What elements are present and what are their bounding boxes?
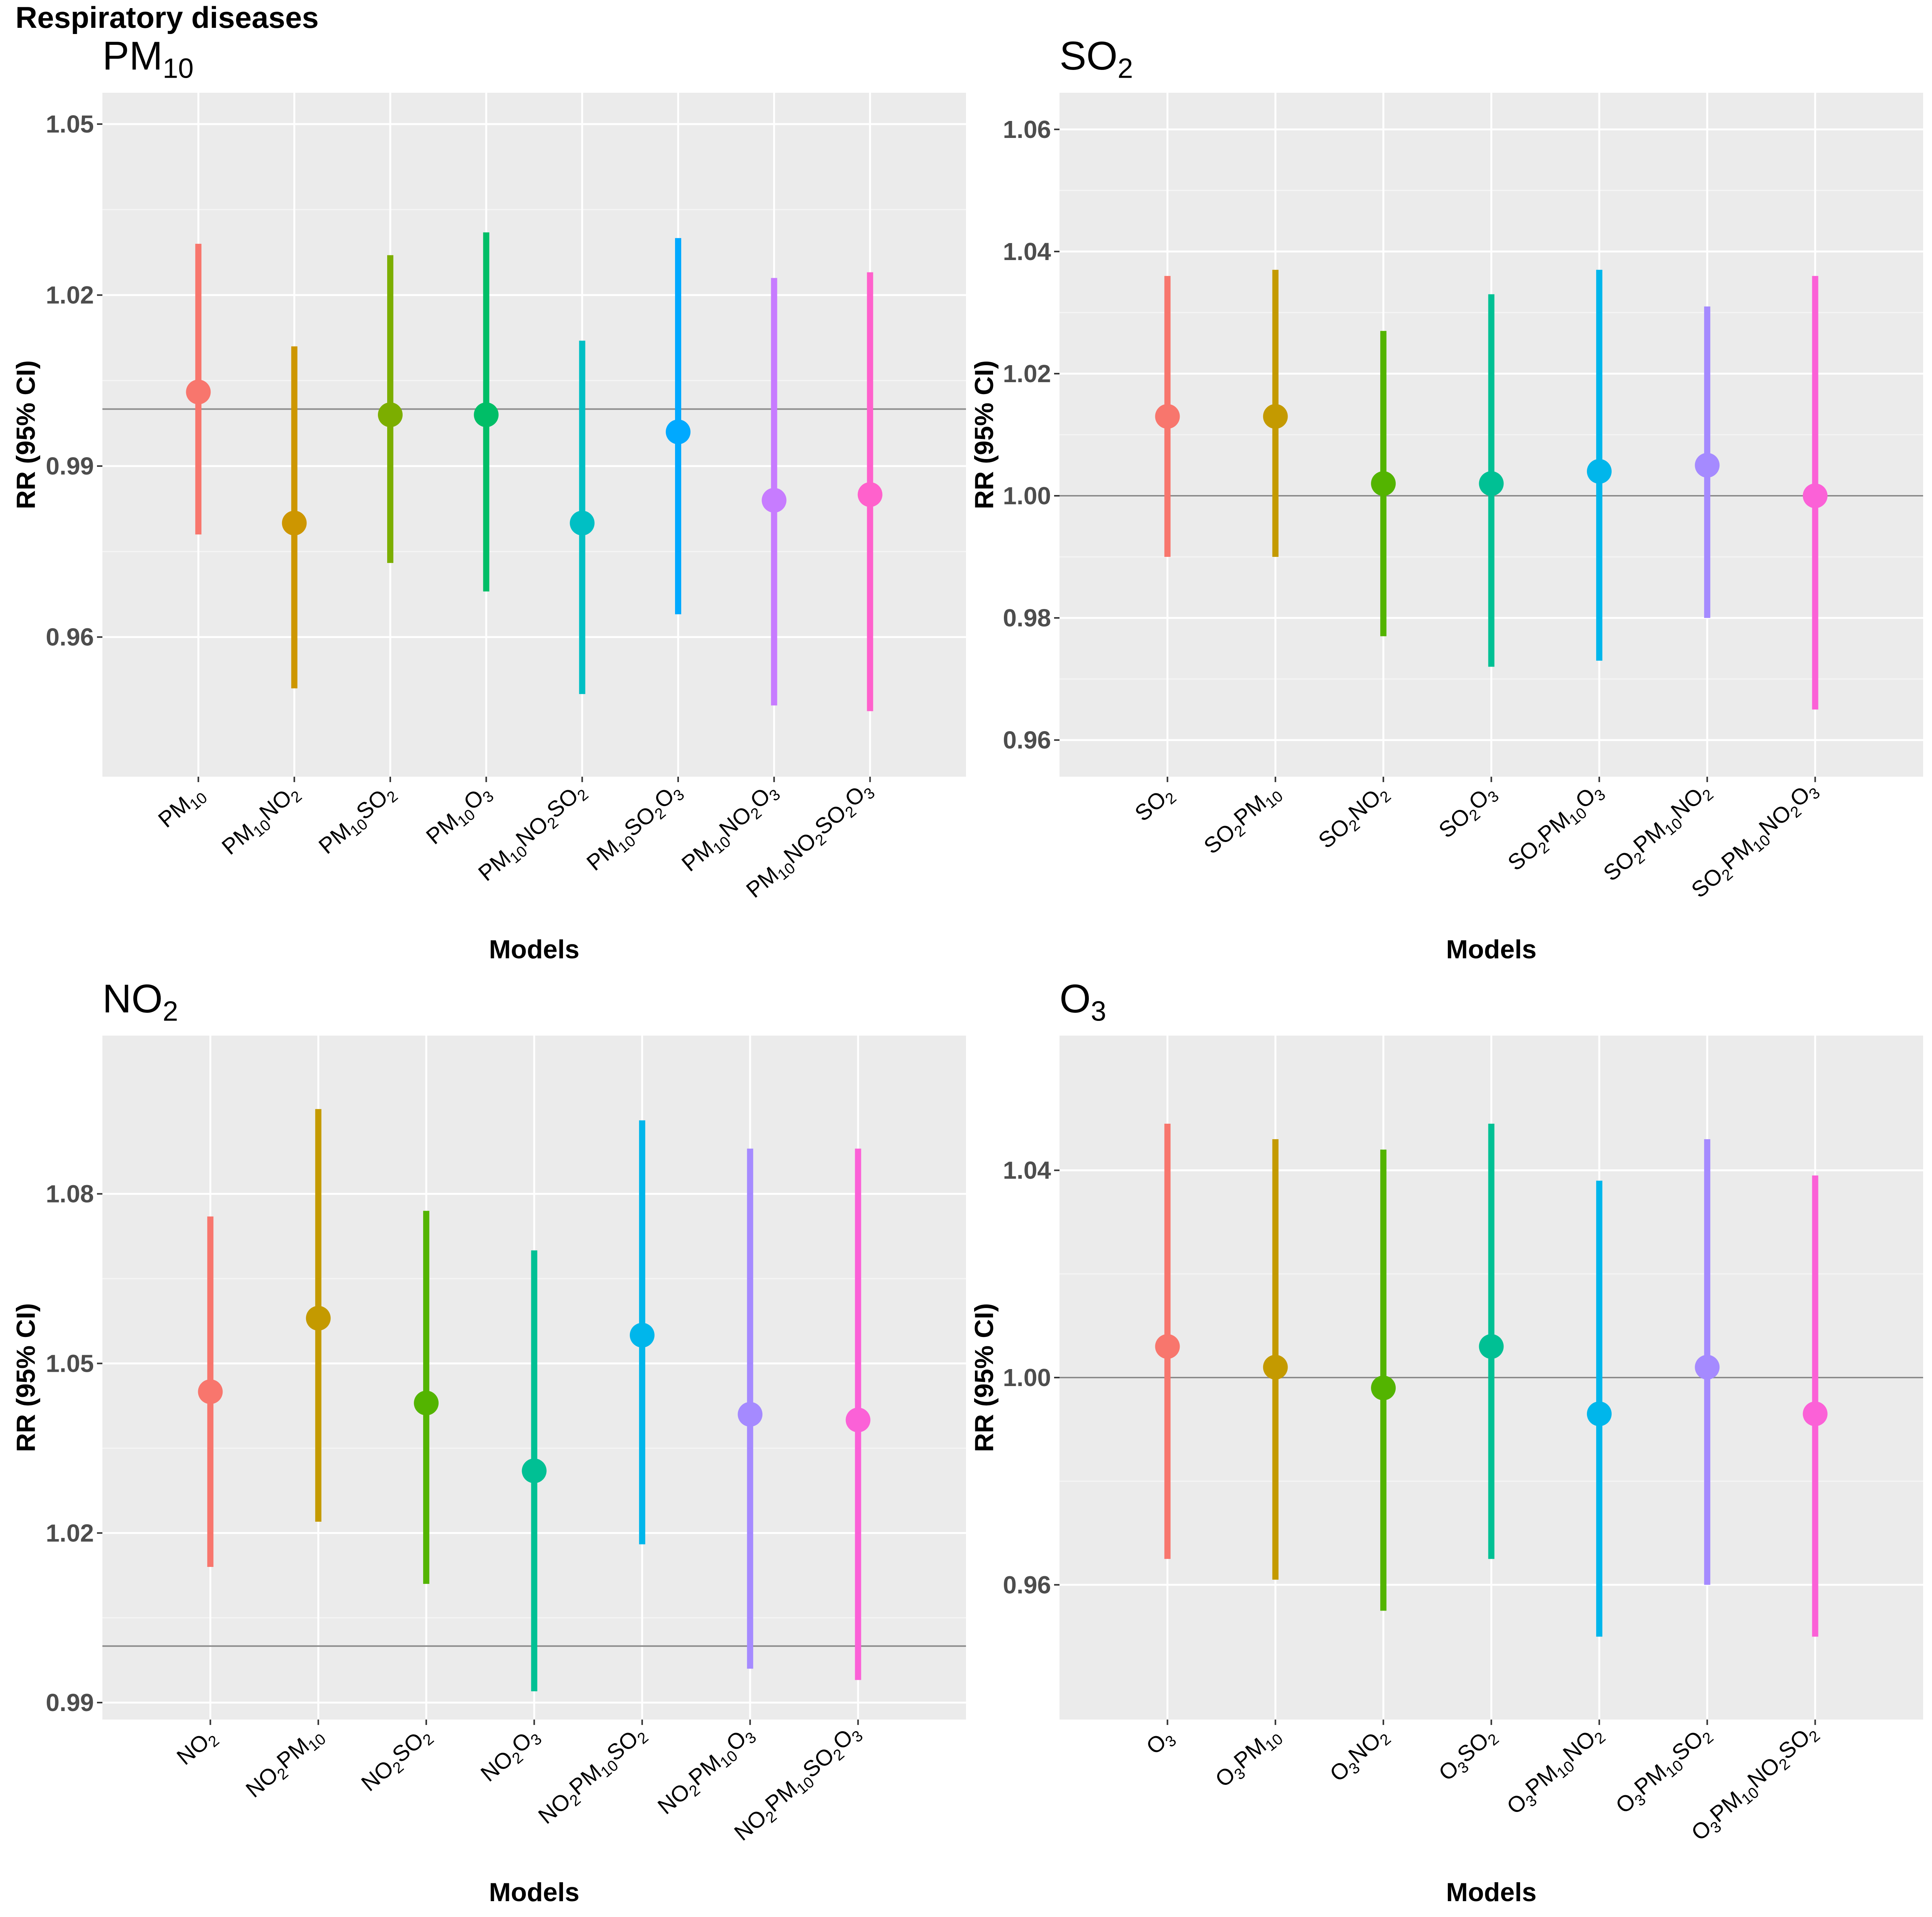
estimate-point-PM10 [186, 379, 211, 405]
x-category-label: SO2PM10 [1198, 779, 1287, 861]
y-axis-title: RR (95% CI) [11, 1303, 41, 1452]
y-tick-label: 1.05 [46, 1349, 94, 1377]
x-category-label: NO2 [172, 1723, 223, 1772]
x-category-label: SO2 [1130, 781, 1180, 828]
x-category-label: O3PM10 [1209, 1722, 1288, 1795]
estimate-point-NO2O3 [522, 1458, 547, 1483]
x-category-label: O3PM10SO2 [1608, 1720, 1719, 1821]
panel-o3: O3 0.96 1.00 1.04 O3 O3PM10 O3NO2 O3SO2 O3PM10NO… [967, 966, 1932, 1909]
x-category-label: PM10 [153, 781, 211, 835]
estimate-point-NO2 [198, 1379, 223, 1404]
estimate-point-SO2NO2 [1371, 471, 1396, 496]
y-tick-label: 1.06 [1003, 116, 1051, 143]
estimate-point-O3PM10NO2SO2 [1803, 1401, 1828, 1426]
y-tick-label: 0.96 [1003, 726, 1051, 754]
estimate-point-PM10NO2SO2O3 [857, 482, 883, 507]
x-category-label: NO2PM10 [240, 1722, 330, 1805]
estimate-point-SO2PM10NO2 [1695, 453, 1720, 478]
chart-so2: SO2 0.96 0.98 1.00 1.02 1.04 1.06 SO2 SO2PM10 SO2… [969, 34, 1923, 964]
plot-background [102, 93, 966, 777]
x-category-label: O3SO2 [1433, 1722, 1503, 1788]
estimate-point-NO2PM10O3 [738, 1402, 763, 1427]
estimate-point-PM10SO2O3 [666, 419, 690, 444]
panel-title: O3 [1060, 976, 1106, 1027]
estimate-point-NO2SO2 [414, 1390, 439, 1415]
y-tick-label: 1.04 [1003, 1157, 1051, 1184]
x-category-label: PM10SO2O3 [579, 777, 690, 878]
estimate-point-SO2PM10NO2O3 [1803, 483, 1828, 509]
chart-pm10: PM100.960.991.021.05PM10PM10NO2PM10SO2PM… [11, 34, 966, 964]
estimate-point-O3PM10 [1263, 1355, 1288, 1380]
y-axis-title: RR (95% CI) [969, 360, 999, 509]
estimate-point-NO2PM10SO2O3 [845, 1407, 871, 1432]
x-axis-title: Models [1446, 1878, 1536, 1907]
y-tick-label: 1.02 [1003, 360, 1051, 388]
estimate-point-PM10SO2 [378, 402, 403, 427]
page-title: Respiratory diseases [15, 0, 319, 34]
y-tick-label: 1.02 [46, 281, 94, 309]
estimate-point-O3PM10NO2 [1587, 1401, 1612, 1426]
x-category-label: SO2NO2 [1312, 779, 1395, 856]
x-category-label: PM10SO2 [313, 779, 402, 861]
x-axis-title: Models [489, 1878, 579, 1907]
y-tick-label: 0.96 [46, 623, 94, 651]
estimate-point-SO2PM10O3 [1587, 459, 1612, 484]
x-category-label: O3NO2 [1324, 1722, 1396, 1789]
estimate-point-SO2 [1155, 404, 1180, 429]
estimate-point-O3PM10SO2 [1695, 1355, 1720, 1380]
y-tick-label: 0.99 [46, 1689, 94, 1716]
chart-no2: NO2 0.99 1.02 1.05 1.08 NO2 NO2PM10 NO2SO2 NO2O3… [11, 976, 966, 1907]
estimate-point-PM10O3 [474, 402, 499, 427]
x-category-label: PM10O3 [420, 779, 498, 852]
estimate-point-SO2O3 [1479, 471, 1504, 496]
x-category-label: NO2O3 [474, 1722, 546, 1789]
x-axis-title: Models [1446, 935, 1536, 964]
panel-title: NO2 [102, 976, 178, 1027]
y-tick-label: 1.05 [46, 110, 94, 138]
panel-so2: SO2 0.96 0.98 1.00 1.02 1.04 1.06 SO2 SO2PM10 SO2… [967, 23, 1932, 966]
y-tick-label: 1.04 [1003, 238, 1051, 265]
x-category-label: NO2SO2 [355, 1722, 438, 1798]
estimate-point-O3NO2 [1371, 1375, 1396, 1400]
x-category-label: SO2PM10O3 [1500, 777, 1611, 878]
y-tick-label: 1.02 [46, 1519, 94, 1547]
x-category-label: NO2PM10SO2 [531, 1720, 655, 1831]
x-category-label: PM10NO2O3 [674, 777, 786, 879]
y-tick-label: 1.08 [46, 1180, 94, 1208]
y-axis-title: RR (95% CI) [969, 1303, 999, 1452]
y-axis-title: RR (95% CI) [11, 360, 41, 509]
estimate-point-PM10NO2O3 [762, 488, 787, 513]
y-tick-label: 1.00 [1003, 1364, 1051, 1391]
panel-no2: NO2 0.99 1.02 1.05 1.08 NO2 NO2PM10 NO2SO2 NO2O3… [0, 966, 967, 1909]
x-category-label: SO2O3 [1433, 779, 1503, 845]
y-tick-label: 1.00 [1003, 482, 1051, 510]
estimate-point-O3SO2 [1479, 1334, 1504, 1359]
estimate-point-PM10NO2SO2 [570, 510, 595, 536]
y-tick-label: 0.98 [1003, 604, 1051, 632]
y-tick-label: 0.96 [1003, 1571, 1051, 1599]
estimate-point-SO2PM10 [1263, 404, 1288, 429]
x-axis-title: Models [489, 935, 579, 964]
chart-o3: O3 0.96 1.00 1.04 O3 O3PM10 O3NO2 O3SO2O3PM10NO… [969, 976, 1923, 1907]
estimate-point-NO2PM10 [306, 1306, 331, 1331]
estimate-point-PM10NO2 [282, 510, 307, 536]
estimate-point-O3 [1155, 1334, 1180, 1359]
estimate-point-NO2PM10SO2 [629, 1323, 655, 1348]
x-category-label: O3 [1141, 1723, 1180, 1762]
panel-title: SO2 [1060, 34, 1133, 84]
x-category-label: PM10NO2 [216, 779, 306, 862]
x-category-label: NO2PM10O3 [650, 1720, 762, 1822]
panel-title: PM10 [102, 34, 194, 84]
x-category-label: O3PM10NO2 [1499, 1720, 1611, 1822]
panel-pm10: PM10 0.96 0.99 1.02 1.05 PM10 PM10NO2 PM10SO2 PM… [0, 23, 967, 966]
y-tick-label: 0.99 [46, 452, 94, 480]
